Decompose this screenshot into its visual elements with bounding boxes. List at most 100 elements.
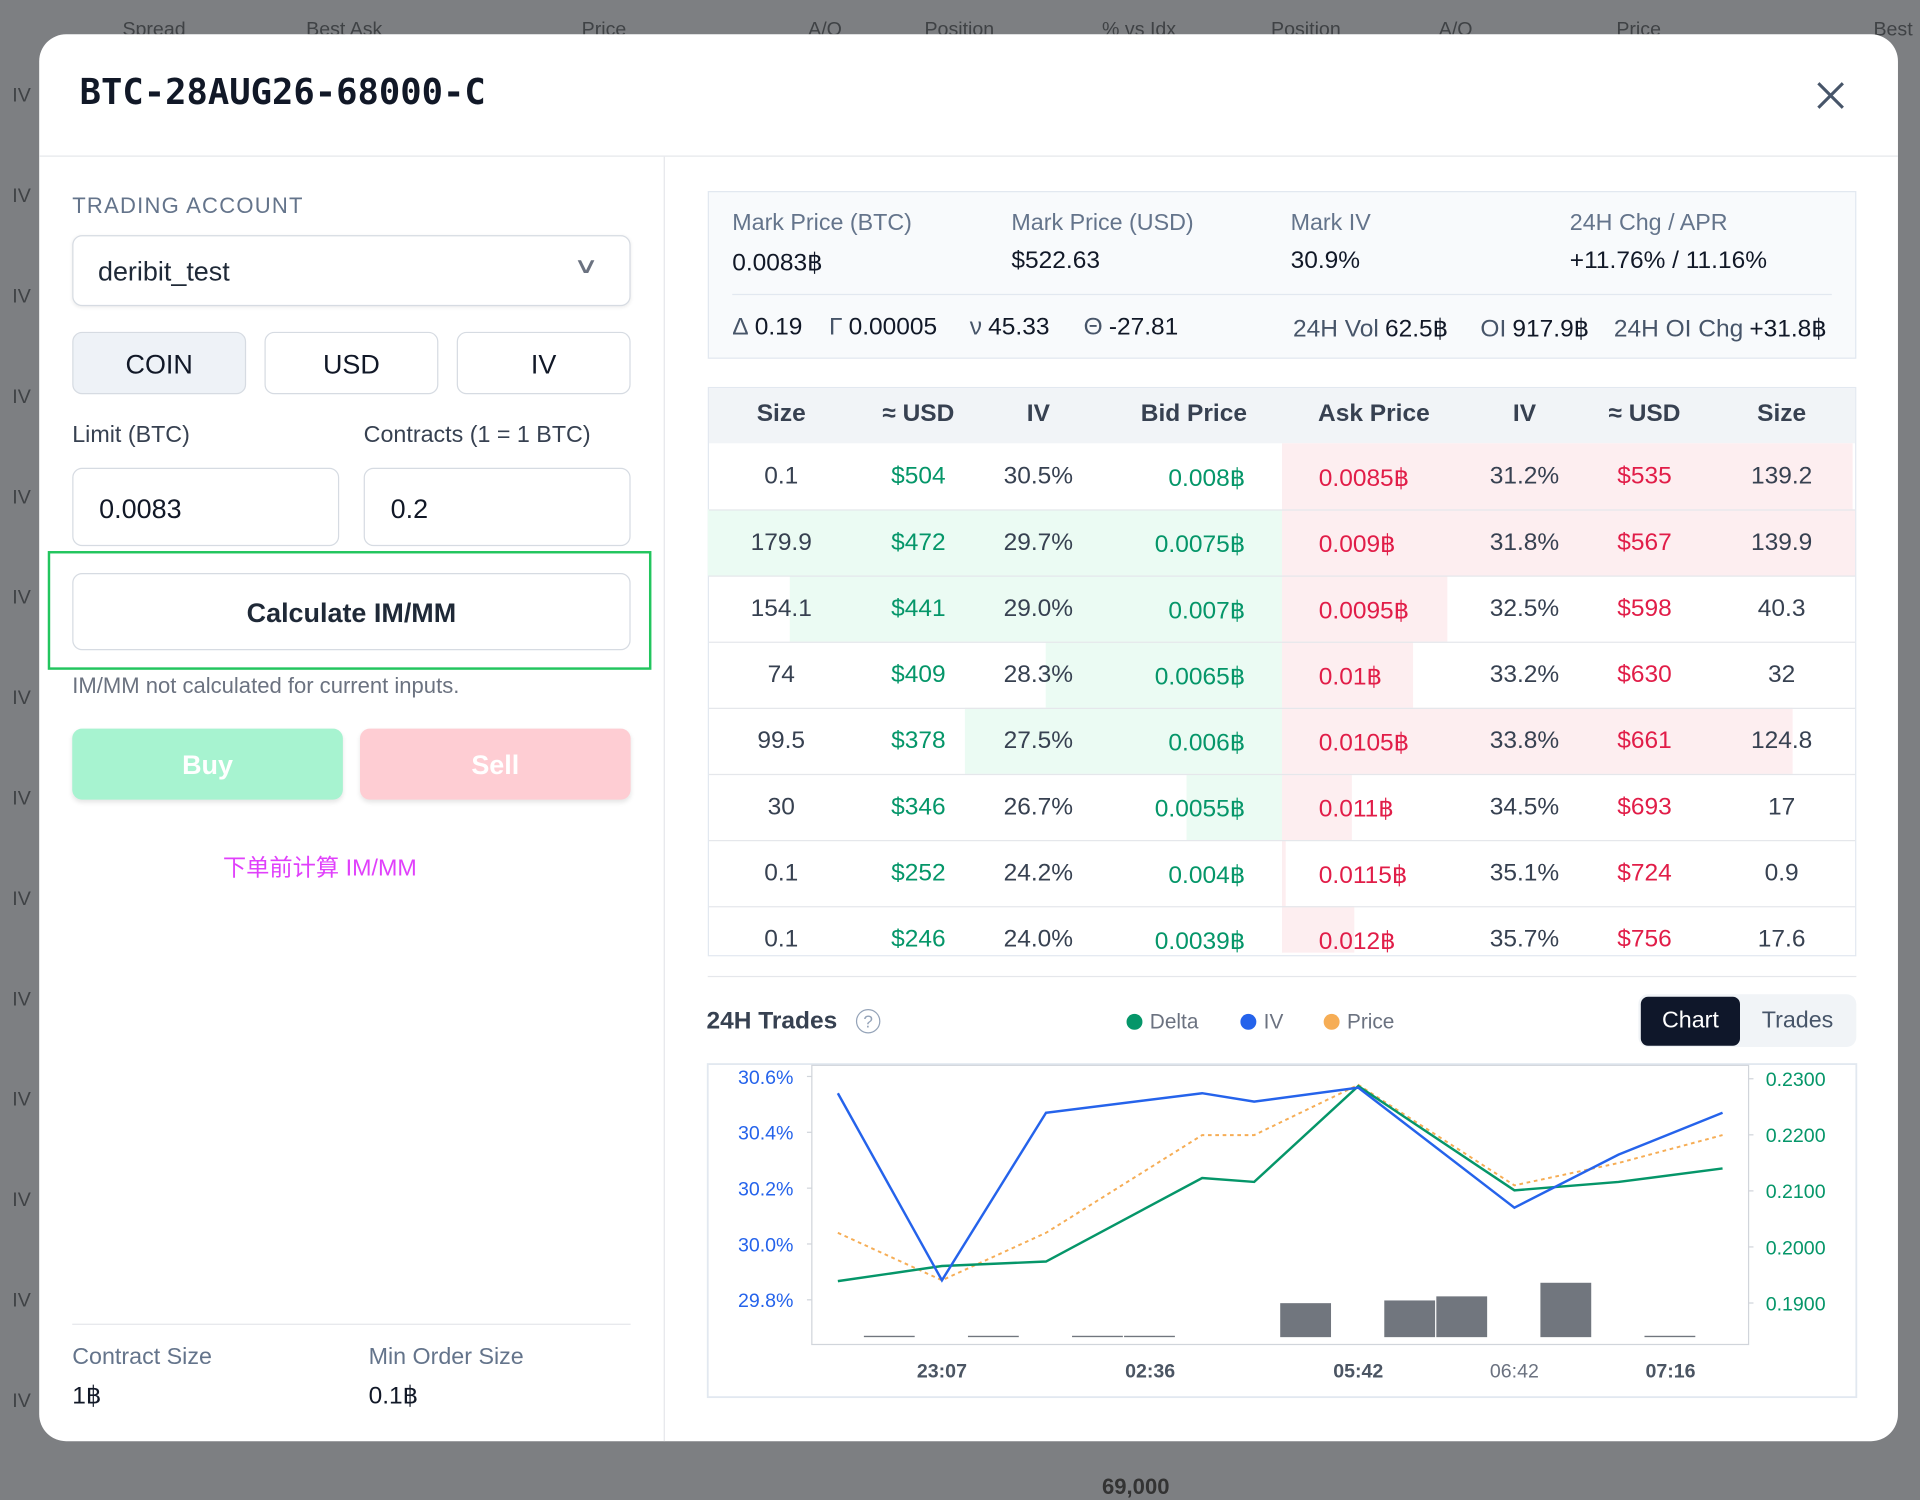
stat-label: Mark IV bbox=[1291, 211, 1371, 238]
row-divider bbox=[709, 708, 1855, 709]
orderbook-cell: 0.0055฿ bbox=[1049, 793, 1245, 824]
orderbook-cell: 0.0095฿ bbox=[1319, 595, 1409, 626]
y-tick-label: 30.6% bbox=[738, 1067, 794, 1089]
greek-value: -27.81 bbox=[1109, 313, 1178, 340]
sell-button[interactable]: Sell bbox=[360, 729, 631, 800]
volume-bar bbox=[1124, 1336, 1175, 1337]
orderbook-cell: 0.011฿ bbox=[1319, 793, 1394, 824]
bg-row-label: IV bbox=[12, 1090, 31, 1112]
bg-row-label: IV bbox=[12, 1391, 31, 1413]
orderbook-cell: 40.3 bbox=[1696, 595, 1867, 623]
modal-title: BTC-28AUG26-68000-C bbox=[80, 71, 486, 113]
chevron: ∨ bbox=[573, 253, 599, 279]
bg-row-label: IV bbox=[12, 487, 31, 509]
y2-tick-label: 0.2300 bbox=[1766, 1069, 1826, 1091]
legend-dot bbox=[1240, 1014, 1256, 1030]
legend-label: Delta bbox=[1150, 1010, 1199, 1034]
bg-row-label: IV bbox=[12, 989, 31, 1011]
row-divider bbox=[709, 576, 1855, 577]
row-divider bbox=[709, 509, 1855, 510]
trades-title: 24H Trades bbox=[707, 1008, 838, 1036]
greek-label: Γ bbox=[829, 313, 842, 340]
column-header: Size bbox=[1696, 400, 1867, 428]
series-line bbox=[838, 1088, 1723, 1281]
stat-label: Mark Price (BTC) bbox=[732, 211, 912, 238]
greek-label: ν bbox=[970, 313, 982, 340]
account-value: deribit_test bbox=[98, 256, 230, 288]
column-header: Bid Price bbox=[1108, 400, 1279, 428]
orderbook-cell: 0.9 bbox=[1696, 860, 1867, 888]
option-modal: BTC-28AUG26-68000-C TRADING ACCOUNT derib… bbox=[39, 34, 1898, 1441]
legend-label: IV bbox=[1264, 1010, 1284, 1034]
greek-label: 24H OI Chg bbox=[1614, 316, 1743, 343]
input[interactable]: 0.0083 bbox=[72, 468, 339, 546]
orderbook-cell: 0.0085฿ bbox=[1319, 463, 1409, 494]
stat-value: 30.9% bbox=[1291, 247, 1360, 275]
y-tick-label: 29.8% bbox=[738, 1290, 794, 1312]
bg-strike: 69,000 bbox=[1102, 1474, 1169, 1500]
orderbook-cell: 0.012฿ bbox=[1319, 926, 1396, 957]
orderbook-cell: 139.2 bbox=[1696, 463, 1867, 491]
input-value: 0.0083 bbox=[99, 493, 181, 525]
hint: 下单前计算 IM/MM bbox=[223, 850, 417, 883]
divider bbox=[732, 294, 1832, 295]
orderbook-cell: 0.006฿ bbox=[1049, 727, 1245, 758]
calc-button[interactable]: Calculate IM/MM bbox=[72, 573, 630, 650]
orderbook-cell: 0.0115฿ bbox=[1319, 860, 1408, 891]
y2-tick-label: 0.2100 bbox=[1766, 1181, 1826, 1203]
help-icon: ? bbox=[856, 1009, 880, 1033]
mode-button[interactable]: COIN bbox=[72, 332, 246, 394]
bg-row-label: IV bbox=[12, 889, 31, 911]
y-tick-label: 30.0% bbox=[738, 1234, 794, 1256]
greek: Θ-27.81 bbox=[1084, 313, 1179, 341]
bg-row-label: IV bbox=[12, 387, 31, 409]
legend-dot bbox=[1324, 1014, 1340, 1030]
buy-label: Buy bbox=[72, 749, 343, 781]
volume-bar bbox=[1384, 1300, 1435, 1337]
tab[interactable]: Trades bbox=[1744, 1008, 1852, 1035]
buy-button[interactable]: Buy bbox=[72, 729, 343, 800]
stat-value: $522.63 bbox=[1011, 247, 1100, 275]
calc-label: Calculate IM/MM bbox=[73, 598, 629, 630]
orderbook-cell: 124.8 bbox=[1696, 727, 1867, 755]
column-header: Ask Price bbox=[1288, 400, 1459, 428]
sell-label: Sell bbox=[360, 749, 631, 781]
input[interactable]: 0.2 bbox=[364, 468, 631, 546]
greek-value: 62.5฿ bbox=[1385, 316, 1448, 343]
ask-depth bbox=[1282, 840, 1286, 906]
spec-label: Min Order Size bbox=[369, 1344, 524, 1371]
bg-row-label: IV bbox=[12, 186, 31, 208]
orderbook-cell: 139.9 bbox=[1696, 529, 1867, 557]
mode-button[interactable]: IV bbox=[457, 332, 631, 394]
volume-bar bbox=[1644, 1336, 1695, 1337]
volume-bar bbox=[1280, 1303, 1331, 1337]
greek-value: +31.8฿ bbox=[1749, 316, 1827, 343]
divider bbox=[664, 157, 665, 1441]
orderbook-cell: 0.009฿ bbox=[1319, 529, 1396, 560]
orderbook-cell: 17 bbox=[1696, 793, 1867, 821]
bg-row-label: IV bbox=[12, 1291, 31, 1313]
volume-bar bbox=[864, 1336, 915, 1337]
column-header: IV bbox=[953, 400, 1124, 428]
account-select[interactable]: deribit_test ∨ bbox=[72, 235, 630, 306]
spec-label: Contract Size bbox=[72, 1344, 212, 1371]
y-tick-label: 30.4% bbox=[738, 1123, 794, 1145]
greek-value: 0.19 bbox=[755, 313, 803, 340]
close-button[interactable] bbox=[1815, 80, 1847, 112]
row-divider bbox=[709, 906, 1855, 907]
y2-tick-label: 0.2000 bbox=[1766, 1237, 1826, 1259]
volume-bar bbox=[968, 1336, 1019, 1337]
divider bbox=[72, 1324, 630, 1325]
greek-label: 24H Vol bbox=[1293, 316, 1379, 343]
stat-label: Mark Price (USD) bbox=[1011, 211, 1193, 238]
tab[interactable]: Chart bbox=[1641, 1008, 1740, 1035]
chart-frame bbox=[708, 1064, 1857, 1397]
section-label: TRADING ACCOUNT bbox=[72, 193, 303, 219]
mode-button[interactable]: USD bbox=[264, 332, 438, 394]
